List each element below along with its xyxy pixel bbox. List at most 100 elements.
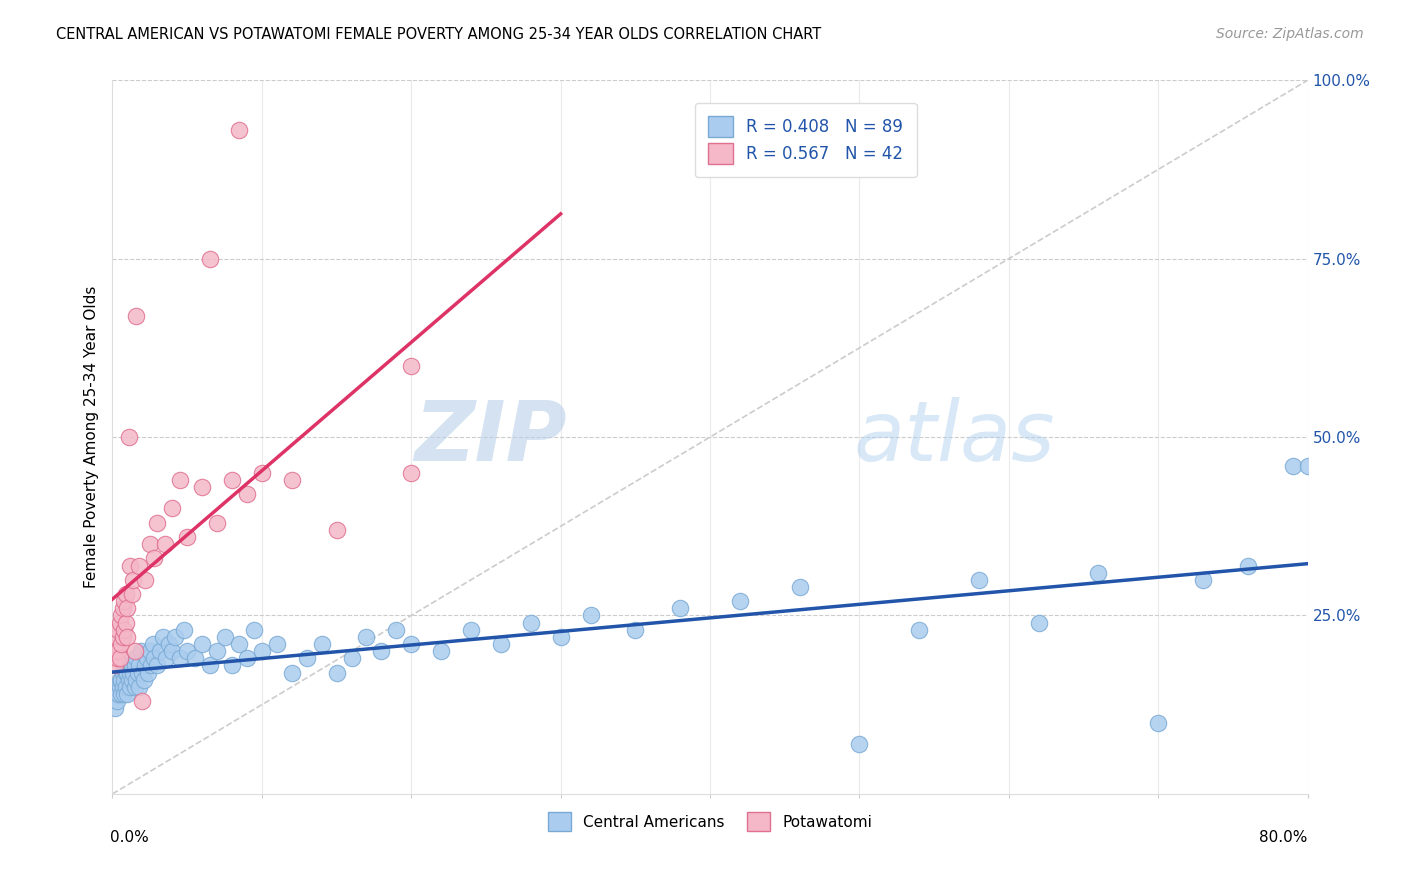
Point [122, 573, 145, 587]
Point [124, 680, 146, 694]
Point [110, 673, 132, 687]
Point [228, 123, 250, 137]
Point [370, 644, 392, 658]
Point [117, 601, 139, 615]
Point [325, 665, 347, 680]
Point [1028, 615, 1050, 630]
Point [198, 252, 221, 266]
Point [105, 651, 128, 665]
Point [125, 651, 148, 665]
Point [104, 644, 127, 658]
Point [125, 673, 148, 687]
Point [114, 594, 135, 608]
Point [236, 651, 259, 665]
Point [114, 687, 135, 701]
Point [1281, 458, 1303, 473]
Point [118, 673, 141, 687]
Point [107, 687, 129, 701]
Point [1237, 558, 1260, 573]
Point [228, 637, 250, 651]
Point [385, 623, 408, 637]
Point [550, 630, 572, 644]
Point [122, 665, 145, 680]
Point [134, 573, 156, 587]
Point [128, 680, 150, 694]
Point [789, 580, 811, 594]
Point [115, 615, 138, 630]
Point [110, 608, 132, 623]
Point [146, 516, 169, 530]
Point [121, 587, 143, 601]
Point [111, 665, 134, 680]
Point [489, 637, 512, 651]
Point [356, 630, 378, 644]
Point [139, 644, 162, 658]
Point [236, 487, 259, 501]
Point [191, 480, 214, 494]
Point [114, 623, 135, 637]
Point [104, 701, 127, 715]
Point [121, 658, 143, 673]
Point [311, 637, 333, 651]
Point [139, 537, 162, 551]
Point [191, 637, 214, 651]
Point [105, 630, 128, 644]
Point [117, 665, 139, 680]
Point [111, 601, 134, 615]
Point [908, 623, 931, 637]
Point [214, 630, 236, 644]
Text: Source: ZipAtlas.com: Source: ZipAtlas.com [1216, 27, 1364, 41]
Point [125, 309, 148, 323]
Point [401, 359, 423, 373]
Point [124, 644, 146, 658]
Text: 80.0%: 80.0% [1260, 830, 1308, 845]
Point [115, 665, 138, 680]
Point [281, 473, 304, 487]
Point [143, 551, 166, 566]
Point [111, 680, 134, 694]
Text: 0.0%: 0.0% [110, 830, 149, 845]
Point [848, 737, 870, 751]
Point [967, 573, 990, 587]
Point [131, 694, 153, 708]
Point [142, 637, 165, 651]
Point [141, 658, 163, 673]
Point [110, 637, 132, 651]
Point [624, 623, 647, 637]
Point [460, 623, 482, 637]
Point [401, 637, 423, 651]
Text: atlas: atlas [853, 397, 1054, 477]
Point [205, 516, 228, 530]
Point [111, 630, 134, 644]
Point [176, 530, 198, 544]
Point [115, 680, 138, 694]
Point [146, 658, 169, 673]
Point [250, 466, 273, 480]
Point [115, 587, 138, 601]
Point [143, 651, 166, 665]
Point [104, 658, 127, 673]
Point [114, 673, 135, 687]
Point [162, 644, 183, 658]
Point [128, 558, 150, 573]
Point [169, 473, 191, 487]
Point [155, 651, 177, 665]
Point [176, 644, 198, 658]
Point [669, 601, 692, 615]
Point [281, 665, 304, 680]
Point [401, 466, 423, 480]
Point [107, 623, 129, 637]
Point [162, 501, 183, 516]
Point [221, 658, 243, 673]
Point [110, 687, 132, 701]
Point [108, 673, 131, 687]
Point [118, 658, 141, 673]
Point [118, 430, 141, 444]
Point [165, 630, 187, 644]
Point [108, 615, 131, 630]
Legend: Central Americans, Potawatomi: Central Americans, Potawatomi [536, 800, 884, 843]
Point [138, 665, 160, 680]
Point [132, 673, 155, 687]
Point [124, 658, 146, 673]
Text: ZIP: ZIP [413, 397, 567, 477]
